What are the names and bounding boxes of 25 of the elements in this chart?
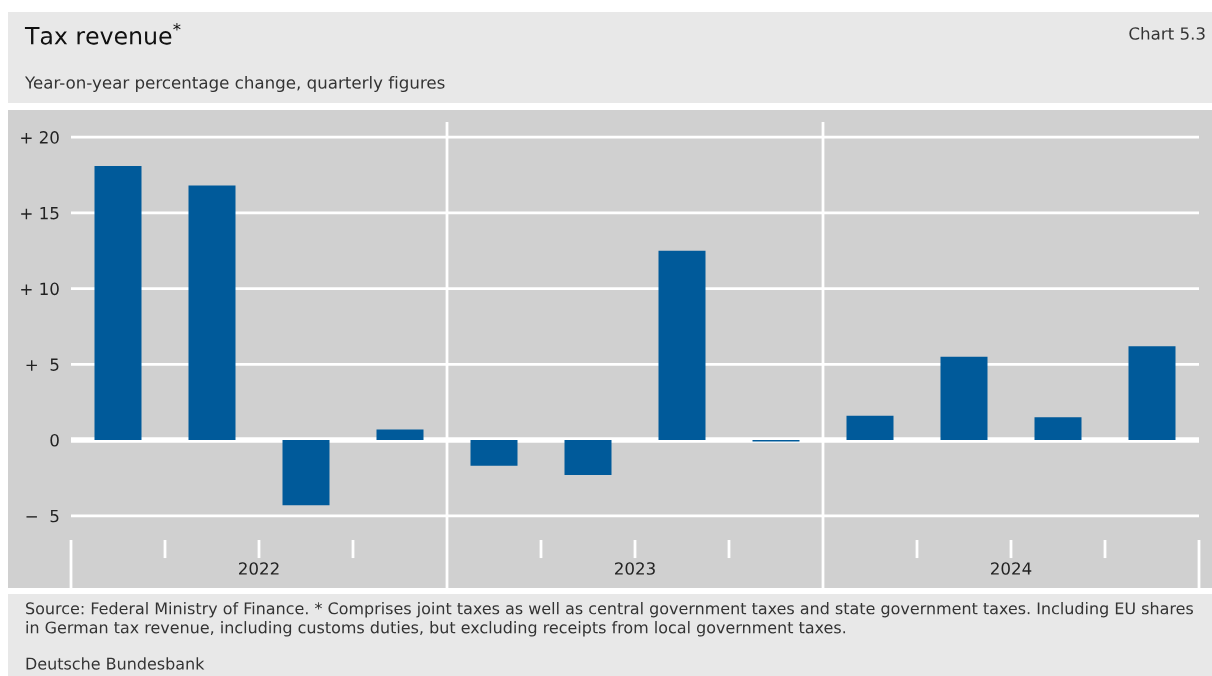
y-tick-label: + 15 bbox=[21, 207, 59, 220]
text: 2024 bbox=[991, 562, 1032, 575]
bar bbox=[188, 185, 236, 441]
bar bbox=[564, 440, 612, 475]
bar bbox=[940, 356, 988, 441]
chart-subtitle: Year-on-year percentage change, quarterly figures bbox=[24, 75, 445, 93]
bar bbox=[376, 429, 424, 441]
bar bbox=[846, 415, 894, 441]
text: Deutsche Bundesbank bbox=[26, 657, 205, 670]
bar bbox=[658, 250, 706, 441]
bar bbox=[1128, 346, 1176, 441]
chart-title: Tax revenue$^{*}$ bbox=[24, 23, 181, 45]
y-tick-label: + 20 bbox=[21, 131, 59, 144]
bar bbox=[94, 165, 142, 441]
y-tick-label: + 5 bbox=[26, 358, 59, 371]
caption: Chart 5.3 bbox=[1129, 26, 1205, 40]
y-tick-label: + 10 bbox=[21, 282, 59, 296]
y-tick-label: 0 bbox=[50, 434, 59, 447]
bar bbox=[470, 440, 518, 466]
y-tick-label: − 5 bbox=[26, 509, 59, 523]
source-note: Source: Federal Ministry of Finance. * Comprises joint taxes as well as central government taxes and state government taxes. Including EU shares in German tax revenue, including customs duties, but excluding receipts from local government taxes. bbox=[26, 602, 1193, 637]
text: 2022 bbox=[239, 562, 279, 575]
text: 2023 bbox=[615, 562, 655, 575]
bar bbox=[282, 440, 330, 506]
bar bbox=[1034, 417, 1082, 441]
